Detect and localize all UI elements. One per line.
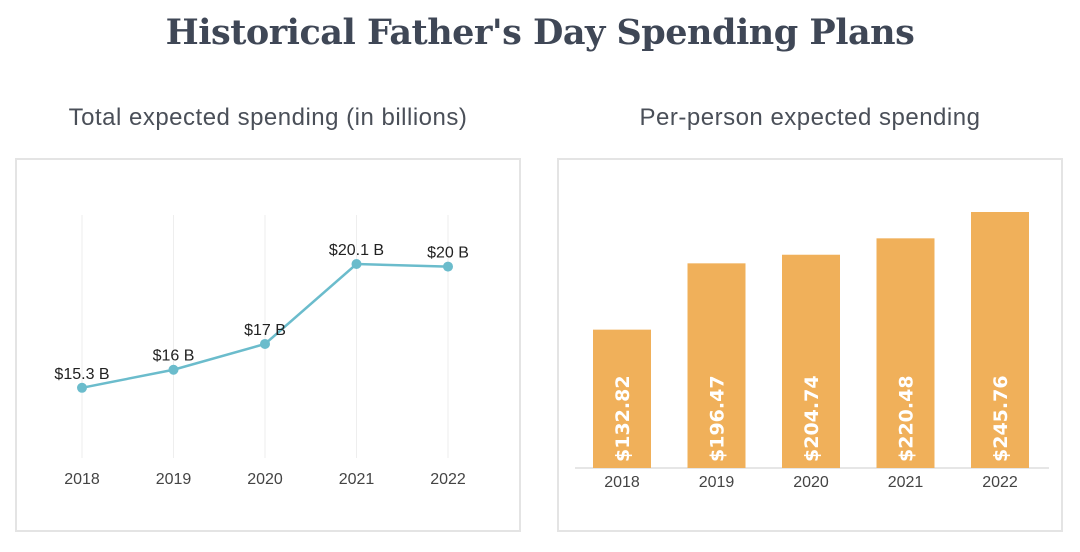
- data-point: [260, 338, 270, 349]
- x-tick-label: 2022: [982, 474, 1018, 491]
- x-tick-label: 2019: [699, 474, 735, 491]
- x-tick-label: 2021: [888, 474, 924, 491]
- line-chart-panel: $15.3 B 2018 $16 B 2019 $17 B 2020 $20.1 B 2021…: [15, 158, 521, 532]
- bar: [971, 212, 1029, 468]
- data-point: [443, 261, 453, 272]
- bar: [876, 238, 935, 468]
- bar-chart: $132.82 2018 $196.47 2019 $204.74 2020 $220.48…: [575, 212, 1049, 491]
- x-tick-label: 2018: [604, 474, 640, 491]
- bar-chart-title: Per-person expected spending: [639, 104, 981, 131]
- data-label: $20.1 B: [329, 242, 384, 259]
- bar-value-label: $204.74: [801, 375, 823, 462]
- line-chart-title: Total expected spending (in billions): [68, 104, 468, 131]
- data-label: $17 B: [244, 322, 286, 339]
- line-chart: $15.3 B 2018 $16 B 2019 $17 B 2020 $20.1 B 2021…: [54, 215, 469, 488]
- data-label: $16 B: [153, 348, 195, 365]
- bar-value-label: $196.47: [707, 375, 729, 462]
- bar-value-label: $132.82: [612, 375, 634, 462]
- bar: [782, 254, 840, 468]
- x-tick-label: 2020: [247, 471, 283, 488]
- x-tick-label: 2020: [793, 474, 829, 491]
- x-tick-label: 2019: [156, 471, 192, 488]
- bar: [687, 263, 746, 468]
- bar-value-label: $245.76: [990, 375, 1012, 462]
- data-point: [351, 259, 362, 269]
- page-title: Historical Father's Day Spending Plans: [165, 12, 915, 53]
- bar-chart-panel: $132.82 2018 $196.47 2019 $204.74 2020 $220.48…: [557, 158, 1063, 532]
- x-tick-label: 2018: [64, 471, 100, 488]
- data-point: [77, 382, 87, 393]
- x-tick-label: 2021: [339, 471, 375, 488]
- data-label: $20 B: [427, 245, 469, 262]
- x-tick-label: 2022: [430, 471, 466, 488]
- data-point: [168, 364, 179, 375]
- data-label: $15.3 B: [54, 366, 109, 383]
- bar-value-label: $220.48: [896, 375, 918, 462]
- bar: [593, 329, 651, 468]
